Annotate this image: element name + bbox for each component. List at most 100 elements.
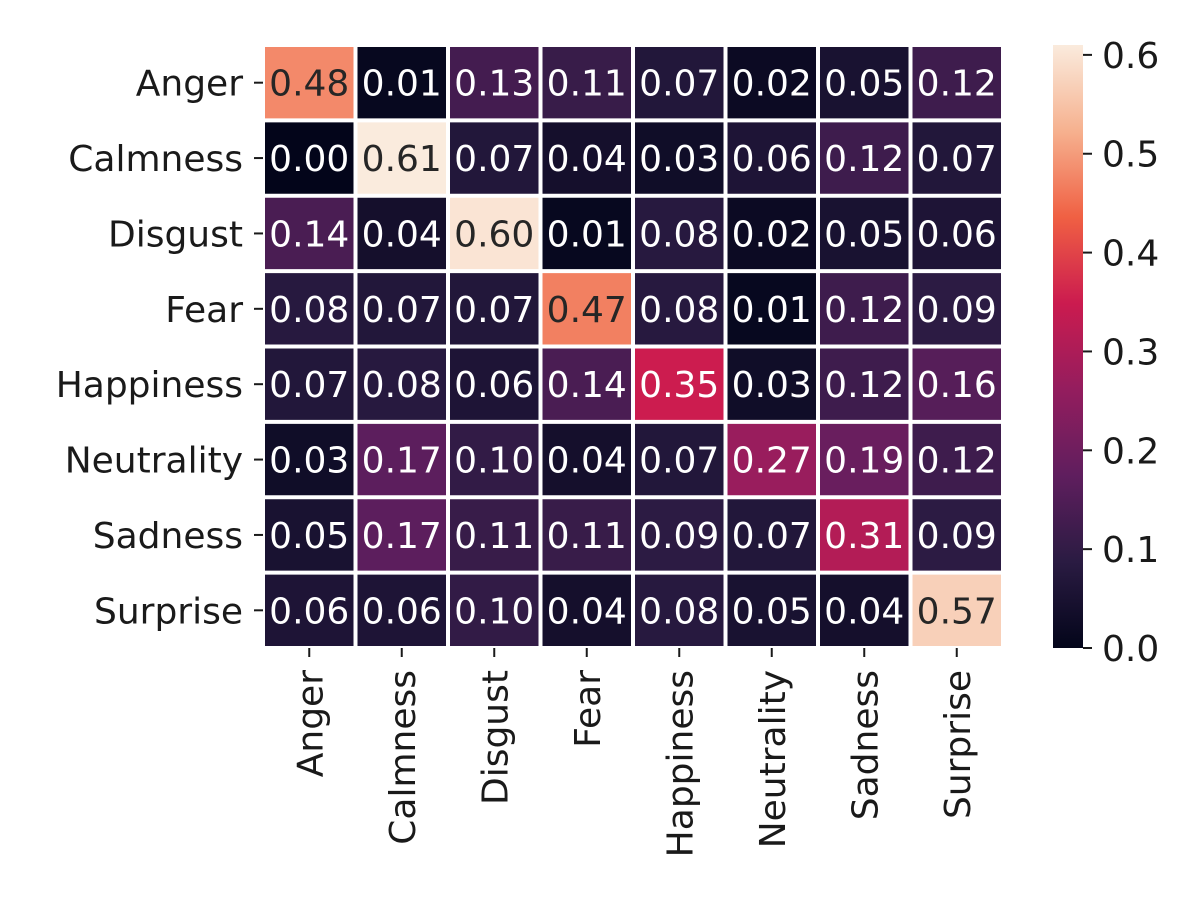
colorbar-tick-label: 0.5 <box>1102 135 1159 176</box>
cell-value-label: 0.06 <box>362 591 442 632</box>
heatmap-cell-disgust-fear <box>542 197 631 270</box>
cell-value-label: 0.00 <box>269 139 349 180</box>
y-tick-label-sadness: Sadness <box>93 516 243 557</box>
x-axis-labels: Anger Calmness Disgust Fear Happiness Neutral… <box>290 648 979 857</box>
colorbar-tick-label: 0.2 <box>1102 431 1159 472</box>
heatmap-cell-anger-happiness <box>635 47 724 119</box>
cell-value-label: 0.10 <box>454 591 534 632</box>
heatmap-cell-anger-surprise <box>912 47 1001 119</box>
cell-value-label: 0.31 <box>824 516 904 557</box>
heatmap-cell-fear-surprise <box>912 273 1001 345</box>
y-axis-labels: Anger Calmness Disgust Fear Happiness Neutral… <box>56 64 263 632</box>
heatmap-cell-fear-fear <box>542 273 631 345</box>
colorbar-gradient <box>1053 45 1083 648</box>
cell-value-label: 0.10 <box>454 441 534 482</box>
heatmap-cell-sadness-surprise <box>912 499 1001 571</box>
cell-value-label: 0.06 <box>917 214 997 255</box>
cell-value-label: 0.16 <box>917 365 997 406</box>
heatmap-cell-surprise-surprise <box>912 574 1001 646</box>
heatmap-cell-anger-anger <box>265 47 354 119</box>
heatmap-cell-fear-disgust <box>450 273 539 345</box>
heatmap-cell-anger-calmness <box>357 47 446 119</box>
x-tick-label-sadness: Sadness <box>845 670 886 820</box>
heatmap-cell-disgust-calmness <box>357 197 446 270</box>
heatmap-cell-calmness-anger <box>265 122 354 194</box>
heatmap-cell-surprise-neutrality <box>727 574 816 646</box>
cell-value-label: 0.07 <box>639 441 719 482</box>
cell-value-label: 0.06 <box>269 591 349 632</box>
cell-value-label: 0.05 <box>824 64 904 105</box>
cell-value-label: 0.08 <box>639 591 719 632</box>
x-tick-label-fear: Fear <box>568 670 609 748</box>
cell-value-label: 0.60 <box>454 214 534 255</box>
cell-value-label: 0.48 <box>269 64 349 105</box>
x-tick-label-anger: Anger <box>290 670 331 777</box>
cell-value-label: 0.12 <box>917 441 997 482</box>
heatmap-cell-surprise-anger <box>265 574 354 646</box>
x-tick-label-happiness: Happiness <box>660 670 701 857</box>
heatmap-cell-happiness-anger <box>265 348 354 420</box>
cell-value-label: 0.07 <box>454 139 534 180</box>
cell-value-label: 0.05 <box>824 214 904 255</box>
cell-value-label: 0.03 <box>639 139 719 180</box>
heatmap-cell-sadness-neutrality <box>727 499 816 571</box>
cell-value-label: 0.05 <box>269 516 349 557</box>
cell-value-label: 0.09 <box>917 516 997 557</box>
heatmap-cell-neutrality-happiness <box>635 423 724 496</box>
heatmap-cell-calmness-calmness <box>357 122 446 194</box>
cell-value-label: 0.08 <box>639 290 719 331</box>
heatmap-cell-fear-calmness <box>357 273 446 345</box>
heatmap-cell-surprise-happiness <box>635 574 724 646</box>
y-tick-label-disgust: Disgust <box>108 214 243 255</box>
heatmap-cell-fear-neutrality <box>727 273 816 345</box>
colorbar-tick-label: 0.6 <box>1102 36 1159 77</box>
heatmap-cell-sadness-disgust <box>450 499 539 571</box>
cell-value-label: 0.12 <box>824 365 904 406</box>
cell-value-label: 0.17 <box>362 516 442 557</box>
heatmap-cell-calmness-happiness <box>635 122 724 194</box>
heatmap-cell-calmness-neutrality <box>727 122 816 194</box>
cell-value-label: 0.27 <box>732 441 812 482</box>
heatmap-cell-disgust-anger <box>265 197 354 270</box>
heatmap-cell-happiness-sadness <box>820 348 909 420</box>
heatmap-cell-neutrality-sadness <box>820 423 909 496</box>
cell-value-label: 0.02 <box>732 64 812 105</box>
cell-value-label: 0.07 <box>454 290 534 331</box>
cell-value-label: 0.01 <box>362 64 442 105</box>
cell-value-label: 0.04 <box>547 441 627 482</box>
colorbar-tick-label: 0.1 <box>1102 530 1159 571</box>
cell-value-label: 0.04 <box>547 591 627 632</box>
heatmap-cell-anger-sadness <box>820 47 909 119</box>
cell-value-label: 0.05 <box>732 591 812 632</box>
heatmap-cells: 0.48 0.01 0.13 0.11 0.07 0.02 0.05 0.12 0.00 0.61… <box>265 47 1001 646</box>
cell-value-label: 0.09 <box>917 290 997 331</box>
cell-value-label: 0.07 <box>917 139 997 180</box>
heatmap-cell-neutrality-neutrality <box>727 423 816 496</box>
heatmap-cell-disgust-surprise <box>912 197 1001 270</box>
cell-value-label: 0.11 <box>454 516 534 557</box>
heatmap-cell-happiness-calmness <box>357 348 446 420</box>
cell-value-label: 0.06 <box>454 365 534 406</box>
heatmap-cell-sadness-sadness <box>820 499 909 571</box>
y-tick-label-happiness: Happiness <box>56 365 243 406</box>
heatmap-cell-calmness-disgust <box>450 122 539 194</box>
heatmap-cell-fear-anger <box>265 273 354 345</box>
cell-value-label: 0.09 <box>639 516 719 557</box>
heatmap-cell-happiness-neutrality <box>727 348 816 420</box>
cell-value-label: 0.04 <box>547 139 627 180</box>
heatmap-cell-sadness-anger <box>265 499 354 571</box>
x-tick-label-calmness: Calmness <box>383 670 424 845</box>
y-tick-label-anger: Anger <box>136 64 243 105</box>
heatmap-cell-calmness-sadness <box>820 122 909 194</box>
x-tick-label-neutrality: Neutrality <box>753 670 794 848</box>
cell-value-label: 0.08 <box>639 214 719 255</box>
cell-value-label: 0.12 <box>824 290 904 331</box>
x-tick-label-disgust: Disgust <box>475 670 516 805</box>
cell-value-label: 0.03 <box>269 441 349 482</box>
cell-value-label: 0.11 <box>547 516 627 557</box>
heatmap-cell-calmness-fear <box>542 122 631 194</box>
cell-value-label: 0.13 <box>454 64 534 105</box>
cell-value-label: 0.07 <box>269 365 349 406</box>
x-tick-label-surprise: Surprise <box>938 670 979 819</box>
